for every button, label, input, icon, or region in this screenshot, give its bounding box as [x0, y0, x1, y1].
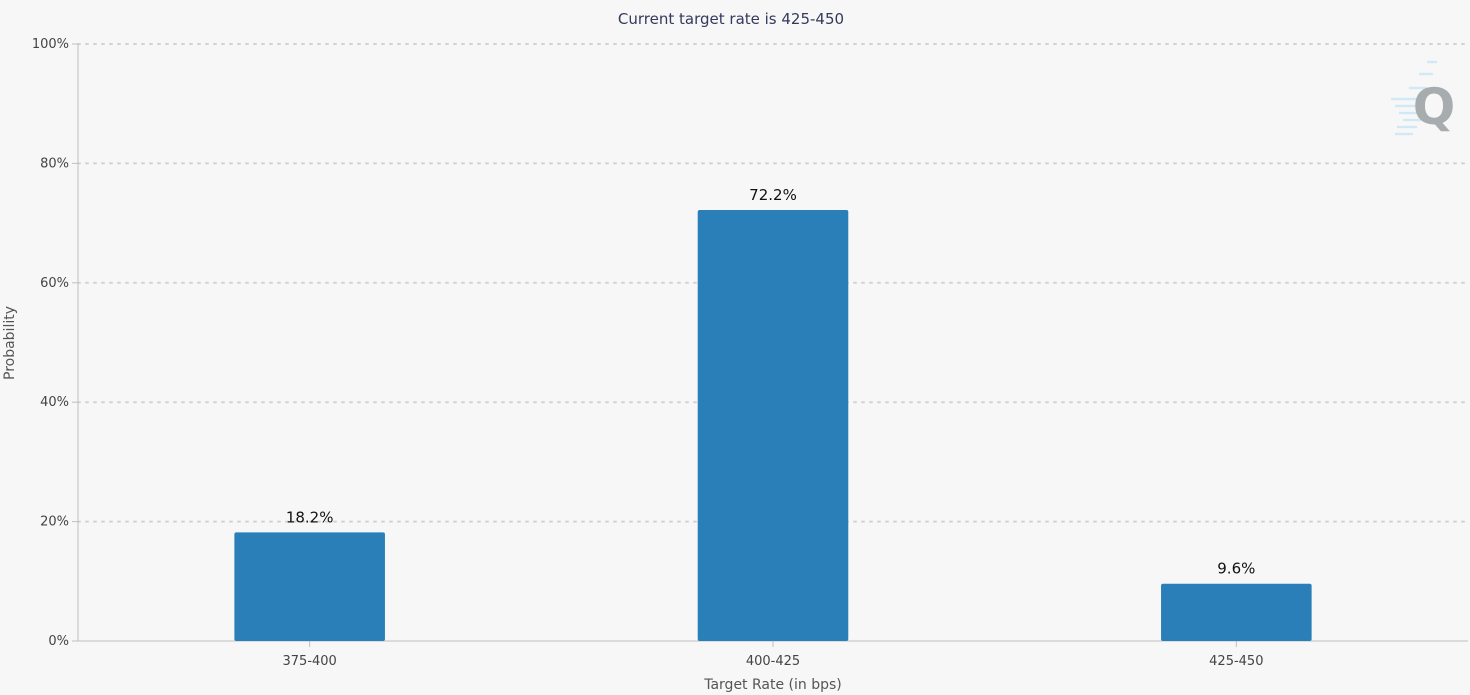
x-tick-label: 400-425	[746, 654, 800, 669]
bar	[234, 532, 385, 641]
bar	[1161, 583, 1312, 641]
y-tick-label: 80%	[40, 156, 69, 171]
x-tick-label: 375-400	[283, 654, 337, 669]
x-axis-label: Target Rate (in bps)	[703, 677, 842, 693]
y-axis-ticks: 0% 20% 40% 60% 80% 100%	[32, 37, 78, 649]
bars: 18.2% 72.2% 9.6%	[234, 186, 1312, 641]
chart-title: Current target rate is 425-450	[618, 10, 844, 28]
y-tick-label: 20%	[40, 515, 69, 530]
bar-value-label: 72.2%	[749, 186, 797, 204]
watermark-logo-letter: Q	[1413, 78, 1456, 136]
y-tick-label: 40%	[40, 395, 69, 410]
watermark-logo-icon: Q	[1390, 60, 1456, 136]
x-tick-label: 425-450	[1209, 654, 1263, 669]
bar-value-label: 9.6%	[1217, 560, 1255, 578]
bar	[697, 209, 849, 641]
x-axis-ticks: 375-400 400-425 425-450	[283, 641, 1263, 669]
y-tick-label: 100%	[32, 37, 69, 52]
y-axis-label: Probability	[2, 306, 18, 380]
bar-value-label: 18.2%	[286, 508, 334, 526]
y-tick-label: 60%	[40, 276, 69, 291]
y-tick-label: 0%	[48, 634, 69, 649]
